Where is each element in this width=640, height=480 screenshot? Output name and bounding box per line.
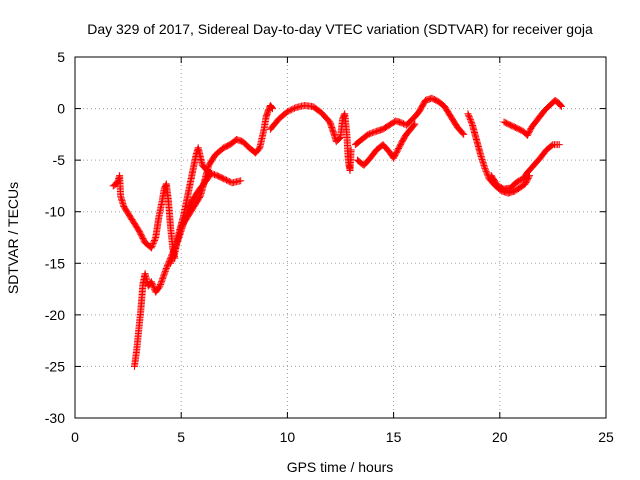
x-tick-label: 10 [280, 429, 296, 445]
data-point [555, 141, 563, 149]
data-point [147, 244, 155, 252]
series-sat-f [351, 94, 468, 149]
data-point [268, 104, 276, 112]
y-tick-label: -20 [45, 307, 65, 323]
data-point [159, 275, 167, 283]
data-point [159, 273, 167, 281]
data-point [269, 105, 277, 113]
y-axis-label: SDTVAR / TECUs [5, 182, 21, 294]
data-point [170, 250, 178, 258]
data-point [149, 241, 157, 249]
data-point [168, 256, 176, 264]
plot-frame [74, 56, 607, 419]
series-sat-d [177, 101, 277, 231]
y-tick-label: -15 [45, 255, 65, 271]
data-point [148, 242, 156, 250]
data-point [161, 269, 169, 277]
data-point [167, 259, 175, 267]
data-point [170, 252, 178, 260]
data-point [466, 116, 474, 124]
data-point [147, 278, 155, 286]
data-point [149, 239, 157, 247]
data-point [150, 236, 158, 244]
grid-lines [75, 57, 606, 418]
data-point [158, 278, 166, 286]
data-point [557, 101, 565, 109]
x-tick-label: 5 [177, 429, 185, 445]
data-points [109, 94, 565, 370]
data-point [465, 111, 473, 119]
data-point [162, 266, 170, 274]
data-point [468, 119, 476, 127]
series-sat-e [266, 101, 355, 174]
series-sat-i [487, 141, 563, 193]
series-sat-a [109, 172, 179, 262]
data-point [168, 255, 176, 263]
data-point [466, 114, 474, 122]
data-point [481, 164, 489, 172]
data-point [158, 276, 166, 284]
series-sat-h [464, 110, 534, 197]
series-sat-c [167, 144, 245, 267]
data-point [148, 279, 156, 287]
y-tick-label: -5 [53, 152, 66, 168]
data-point [411, 120, 419, 128]
series-sat-j [500, 96, 565, 139]
data-point [459, 129, 467, 137]
x-tick-label: 0 [71, 429, 79, 445]
chart-title: Day 329 of 2017, Sidereal Day-to-day VTE… [87, 21, 593, 37]
axis-ticks: 0 5 10 15 20 25 -30 -25 -20 -15 -10 -5 0 5 [45, 49, 614, 445]
data-point [464, 110, 472, 118]
y-tick-label: 0 [57, 101, 65, 117]
data-point [347, 146, 355, 154]
series-sat-b [130, 170, 215, 370]
data-point [167, 258, 175, 266]
y-tick-label: -10 [45, 204, 65, 220]
series-sat-g [353, 120, 419, 169]
y-tick-label: -30 [45, 410, 65, 426]
y-tick-label: -25 [45, 358, 65, 374]
data-point [156, 282, 164, 290]
data-point [483, 169, 491, 177]
x-axis-label: GPS time / hours [287, 459, 394, 475]
data-point [150, 238, 158, 246]
data-point [465, 113, 473, 121]
data-point [410, 121, 418, 129]
data-point [151, 235, 159, 243]
data-point [157, 279, 165, 287]
x-tick-label: 25 [598, 429, 614, 445]
data-point [149, 281, 157, 289]
x-tick-label: 15 [386, 429, 402, 445]
data-point [160, 270, 168, 278]
y-tick-label: 5 [57, 49, 65, 65]
data-point [237, 177, 245, 185]
data-point [557, 103, 565, 111]
data-point [161, 267, 169, 275]
data-point [160, 272, 168, 280]
data-point [156, 281, 164, 289]
data-point [482, 167, 490, 175]
data-point [482, 166, 490, 174]
data-point [169, 253, 177, 261]
data-point [483, 170, 491, 178]
data-point [460, 130, 468, 138]
x-tick-label: 20 [492, 429, 508, 445]
data-point [149, 282, 157, 290]
data-point [467, 117, 475, 125]
